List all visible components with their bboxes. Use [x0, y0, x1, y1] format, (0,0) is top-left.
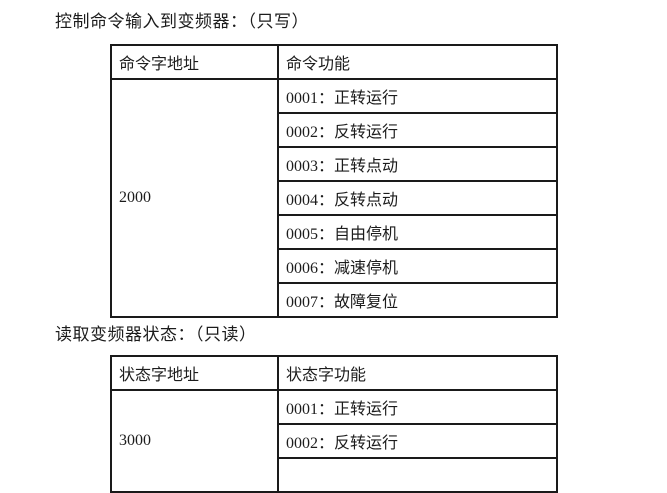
read-section-title: 读取变频器状态：（只读）	[55, 325, 257, 344]
command-address-cell: 2000	[110, 78, 279, 318]
table-row: 3000 0001：正转运行	[110, 389, 558, 493]
command-function-cell: 0007：故障复位	[277, 282, 558, 318]
table-header-row: 状态字地址 状态字功能	[110, 355, 558, 391]
table-row: 0006：减速停机	[111, 248, 558, 284]
document-page: 控制命令输入到变频器：（只写） 命令字地址 命令功能 2000 0001：正转运…	[55, 12, 558, 493]
status-function-cell: 0002：反转运行	[277, 423, 558, 459]
table-row: 2000 0001：正转运行	[110, 78, 558, 318]
command-function-cell: 0003：正转点动	[277, 146, 558, 182]
command-function-cell: 0001：正转运行	[277, 78, 558, 114]
status-function-cell: 0001：正转运行	[277, 389, 558, 425]
table-row: 0003：正转点动	[111, 146, 558, 182]
table-row: 0002：反转运行	[111, 112, 558, 148]
command-function-cell: 0005：自由停机	[277, 214, 558, 250]
table-header-row: 命令字地址 命令功能	[110, 44, 558, 80]
command-function-cell: 0002：反转运行	[277, 112, 558, 148]
table-row: 0005：自由停机	[111, 214, 558, 250]
write-section-title: 控制命令输入到变频器：（只写）	[55, 12, 309, 31]
command-address-header: 命令字地址	[110, 44, 279, 80]
status-word-table: 状态字地址 状态字功能 3000 0001：正转运行 0002：反转运行	[110, 355, 558, 493]
status-function-header: 状态字功能	[277, 355, 558, 391]
status-address-header: 状态字地址	[110, 355, 279, 391]
command-word-table: 命令字地址 命令功能 2000 0001：正转运行 0002：反转运行 0003…	[110, 44, 558, 318]
table-row: 0007：故障复位	[111, 282, 558, 318]
table-row: 0002：反转运行	[111, 423, 558, 459]
table-row: 0004：反转点动	[111, 180, 558, 216]
command-function-cell: 0006：减速停机	[277, 248, 558, 284]
command-function-cell: 0004：反转点动	[277, 180, 558, 216]
status-address-cell: 3000	[110, 389, 279, 493]
status-function-cell-clipped	[277, 457, 558, 493]
command-function-header: 命令功能	[277, 44, 558, 80]
